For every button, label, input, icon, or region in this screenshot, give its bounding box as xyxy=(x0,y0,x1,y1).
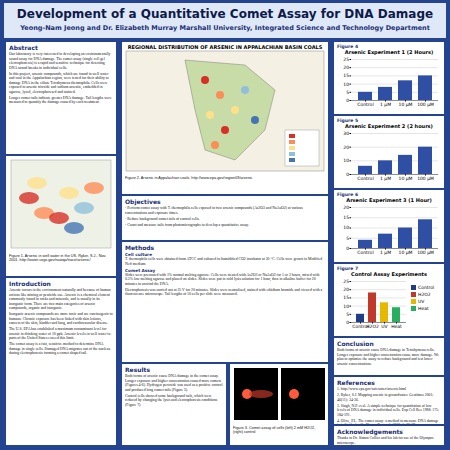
html-text:Arsenic Experiment 2 (2 hours): Arsenic Experiment 2 (2 hours) xyxy=(345,123,433,129)
svg-text:UV: UV xyxy=(381,324,388,329)
html-text:Arsenic Experiment 1 (2 Hours): Arsenic Experiment 1 (2 Hours) xyxy=(344,49,434,55)
html-text:Control: Control xyxy=(418,285,435,290)
html-text:3. Singh, N.P. et al. A simple: 3. Singh, N.P. et al. A simple technique… xyxy=(337,403,440,417)
html-text:Development of a Quantitative: Development of a Quantitative Comet Assa… xyxy=(16,7,434,21)
html-text:Both forms of arsenic cause DN: Both forms of arsenic cause DNA damage i… xyxy=(125,374,223,392)
svg-text:Control: Control xyxy=(357,102,373,107)
html-text:Cell culture: Cell culture xyxy=(125,252,152,257)
html-text:Electrophoresis was carried ou: Electrophoresis was carried out at 25 V … xyxy=(125,287,323,296)
svg-text:20: 20 xyxy=(343,205,349,210)
svg-text:5: 5 xyxy=(346,90,349,95)
svg-text:Heat: Heat xyxy=(391,324,402,329)
html-text:Objectives: Objectives xyxy=(125,198,161,205)
svg-text:10: 10 xyxy=(343,82,349,87)
svg-text:5: 5 xyxy=(346,236,349,241)
html-text:Yeong-Nam Jeong and Dr. Elizab: Yeong-Nam Jeong and Dr. Elizabeth Murray… xyxy=(20,24,430,32)
svg-text:0: 0 xyxy=(346,246,349,251)
html-text:UV: UV xyxy=(418,299,425,304)
svg-text:0: 0 xyxy=(346,98,349,103)
html-text:Slides were precoated with 1%: Slides were precoated with 1% normal mel… xyxy=(125,272,320,286)
svg-text:25: 25 xyxy=(343,279,349,284)
html-text:1. http://www.epa.gov/safewate: 1. http://www.epa.gov/safewater/arsenic.… xyxy=(337,387,406,391)
html-text:Figure 2. Arsenic in Appalachi: Figure 2. Arsenic in Appalachian coals. … xyxy=(125,176,253,180)
html-text:Conclusion: Conclusion xyxy=(337,340,374,347)
html-text:References: References xyxy=(337,379,375,386)
html-text:Comet Assay: Comet Assay xyxy=(125,267,156,273)
html-text:Longer comet tails indicate gr: Longer comet tails indicate greater DNA … xyxy=(9,95,112,104)
svg-text:0: 0 xyxy=(346,172,349,177)
html-text:Figure 1. Arsenic in well wate: Figure 1. Arsenic in well water in the U… xyxy=(9,254,107,263)
html-text:Figure 5: Figure 5 xyxy=(337,118,358,123)
html-text:Results: Results xyxy=(125,366,150,373)
svg-text:10 µM: 10 µM xyxy=(399,250,413,255)
html-text:The comet assay is a fast, sen: The comet assay is a fast, sensitive met… xyxy=(9,342,111,355)
html-text:Arsenic occurs in the environm: Arsenic occurs in the environment natura… xyxy=(9,288,111,310)
html-text:Figure 6: Figure 6 xyxy=(337,192,358,197)
html-text:Methods: Methods xyxy=(125,244,155,251)
svg-text:10 µM: 10 µM xyxy=(399,176,413,181)
svg-text:20: 20 xyxy=(343,65,349,70)
svg-text:30: 30 xyxy=(343,131,349,136)
svg-text:15: 15 xyxy=(343,295,349,300)
html-text:- Perform comet assay with T.: - Perform comet assay with T. thermophil… xyxy=(125,206,303,215)
svg-text:Control: Control xyxy=(357,176,373,181)
svg-text:1 µM: 1 µM xyxy=(380,102,391,107)
svg-text:25: 25 xyxy=(343,57,349,62)
svg-text:10 µM: 10 µM xyxy=(399,102,413,107)
html-text:Figure 4: Figure 4 xyxy=(337,44,358,49)
svg-text:Control: Control xyxy=(357,250,373,255)
html-text:T. thermophila cells were obta: T. thermophila cells were obtained from … xyxy=(125,257,323,266)
html-text:Both forms of arsenic cause DN: Both forms of arsenic cause DNA damage i… xyxy=(337,348,439,366)
svg-text:20: 20 xyxy=(343,287,349,292)
html-text:Figure 3. Comet assay of cells: Figure 3. Comet assay of cells (left) 2 … xyxy=(233,426,316,435)
html-text:Inorganic arsenic compounds ar: Inorganic arsenic compounds are more tox… xyxy=(9,312,113,325)
svg-text:100 µM: 100 µM xyxy=(417,102,434,107)
svg-text:1 µM: 1 µM xyxy=(380,250,391,255)
svg-text:10: 10 xyxy=(343,158,349,163)
html-text:Arsenic Experiment 3 (1 Hour): Arsenic Experiment 3 (1 Hour) xyxy=(346,197,432,203)
html-text:Control cells showed some back: Control cells showed some background tai… xyxy=(125,393,218,407)
html-text:- Count and measure tails from: - Count and measure tails from photomicr… xyxy=(125,222,249,227)
html-text:The U.S. EPA has established a: The U.S. EPA has established a maximum c… xyxy=(9,327,111,340)
svg-text:H2O2: H2O2 xyxy=(366,324,379,329)
html-text:REGIONAL DISTRIBUTION OF ARSEN: REGIONAL DISTRIBUTION OF ARSENIC IN APPA… xyxy=(127,44,323,50)
svg-text:100 µM: 100 µM xyxy=(417,176,434,181)
svg-text:10: 10 xyxy=(343,304,349,309)
html-text:Heat: Heat xyxy=(418,306,429,311)
html-text:H2O2: H2O2 xyxy=(418,292,431,297)
svg-text:100 µM: 100 µM xyxy=(417,250,434,255)
html-text:2. Ryker, S.J. Mapping arsenic: 2. Ryker, S.J. Mapping arsenic in ground… xyxy=(337,393,434,402)
svg-text:0: 0 xyxy=(346,320,349,325)
html-text:Introduction: Introduction xyxy=(9,280,51,287)
svg-text:Control: Control xyxy=(352,324,369,330)
html-text:Control Assay Experiments: Control Assay Experiments xyxy=(351,271,427,277)
html-text:Our laboratory is very interes: Our laboratory is very interested in dev… xyxy=(9,52,111,70)
html-text:Figure 7: Figure 7 xyxy=(337,266,358,271)
html-text:Acknowledgements: Acknowledgements xyxy=(337,428,403,435)
html-text:Abstract: Abstract xyxy=(9,44,38,51)
html-text:- Reduce background comet tail: - Reduce background comet tails of contr… xyxy=(125,216,200,221)
html-text:In this project, arsenic compo: In this project, arsenic compounds, whic… xyxy=(9,71,109,94)
svg-text:10: 10 xyxy=(343,225,349,230)
svg-text:1 µM: 1 µM xyxy=(380,176,391,181)
svg-text:20: 20 xyxy=(343,145,349,150)
svg-text:15: 15 xyxy=(343,73,349,78)
html-text:Thanks to Dr. Simon Collier an: Thanks to Dr. Simon Collier and his lab … xyxy=(337,436,434,445)
svg-text:15: 15 xyxy=(343,215,349,220)
svg-text:5: 5 xyxy=(346,312,349,317)
